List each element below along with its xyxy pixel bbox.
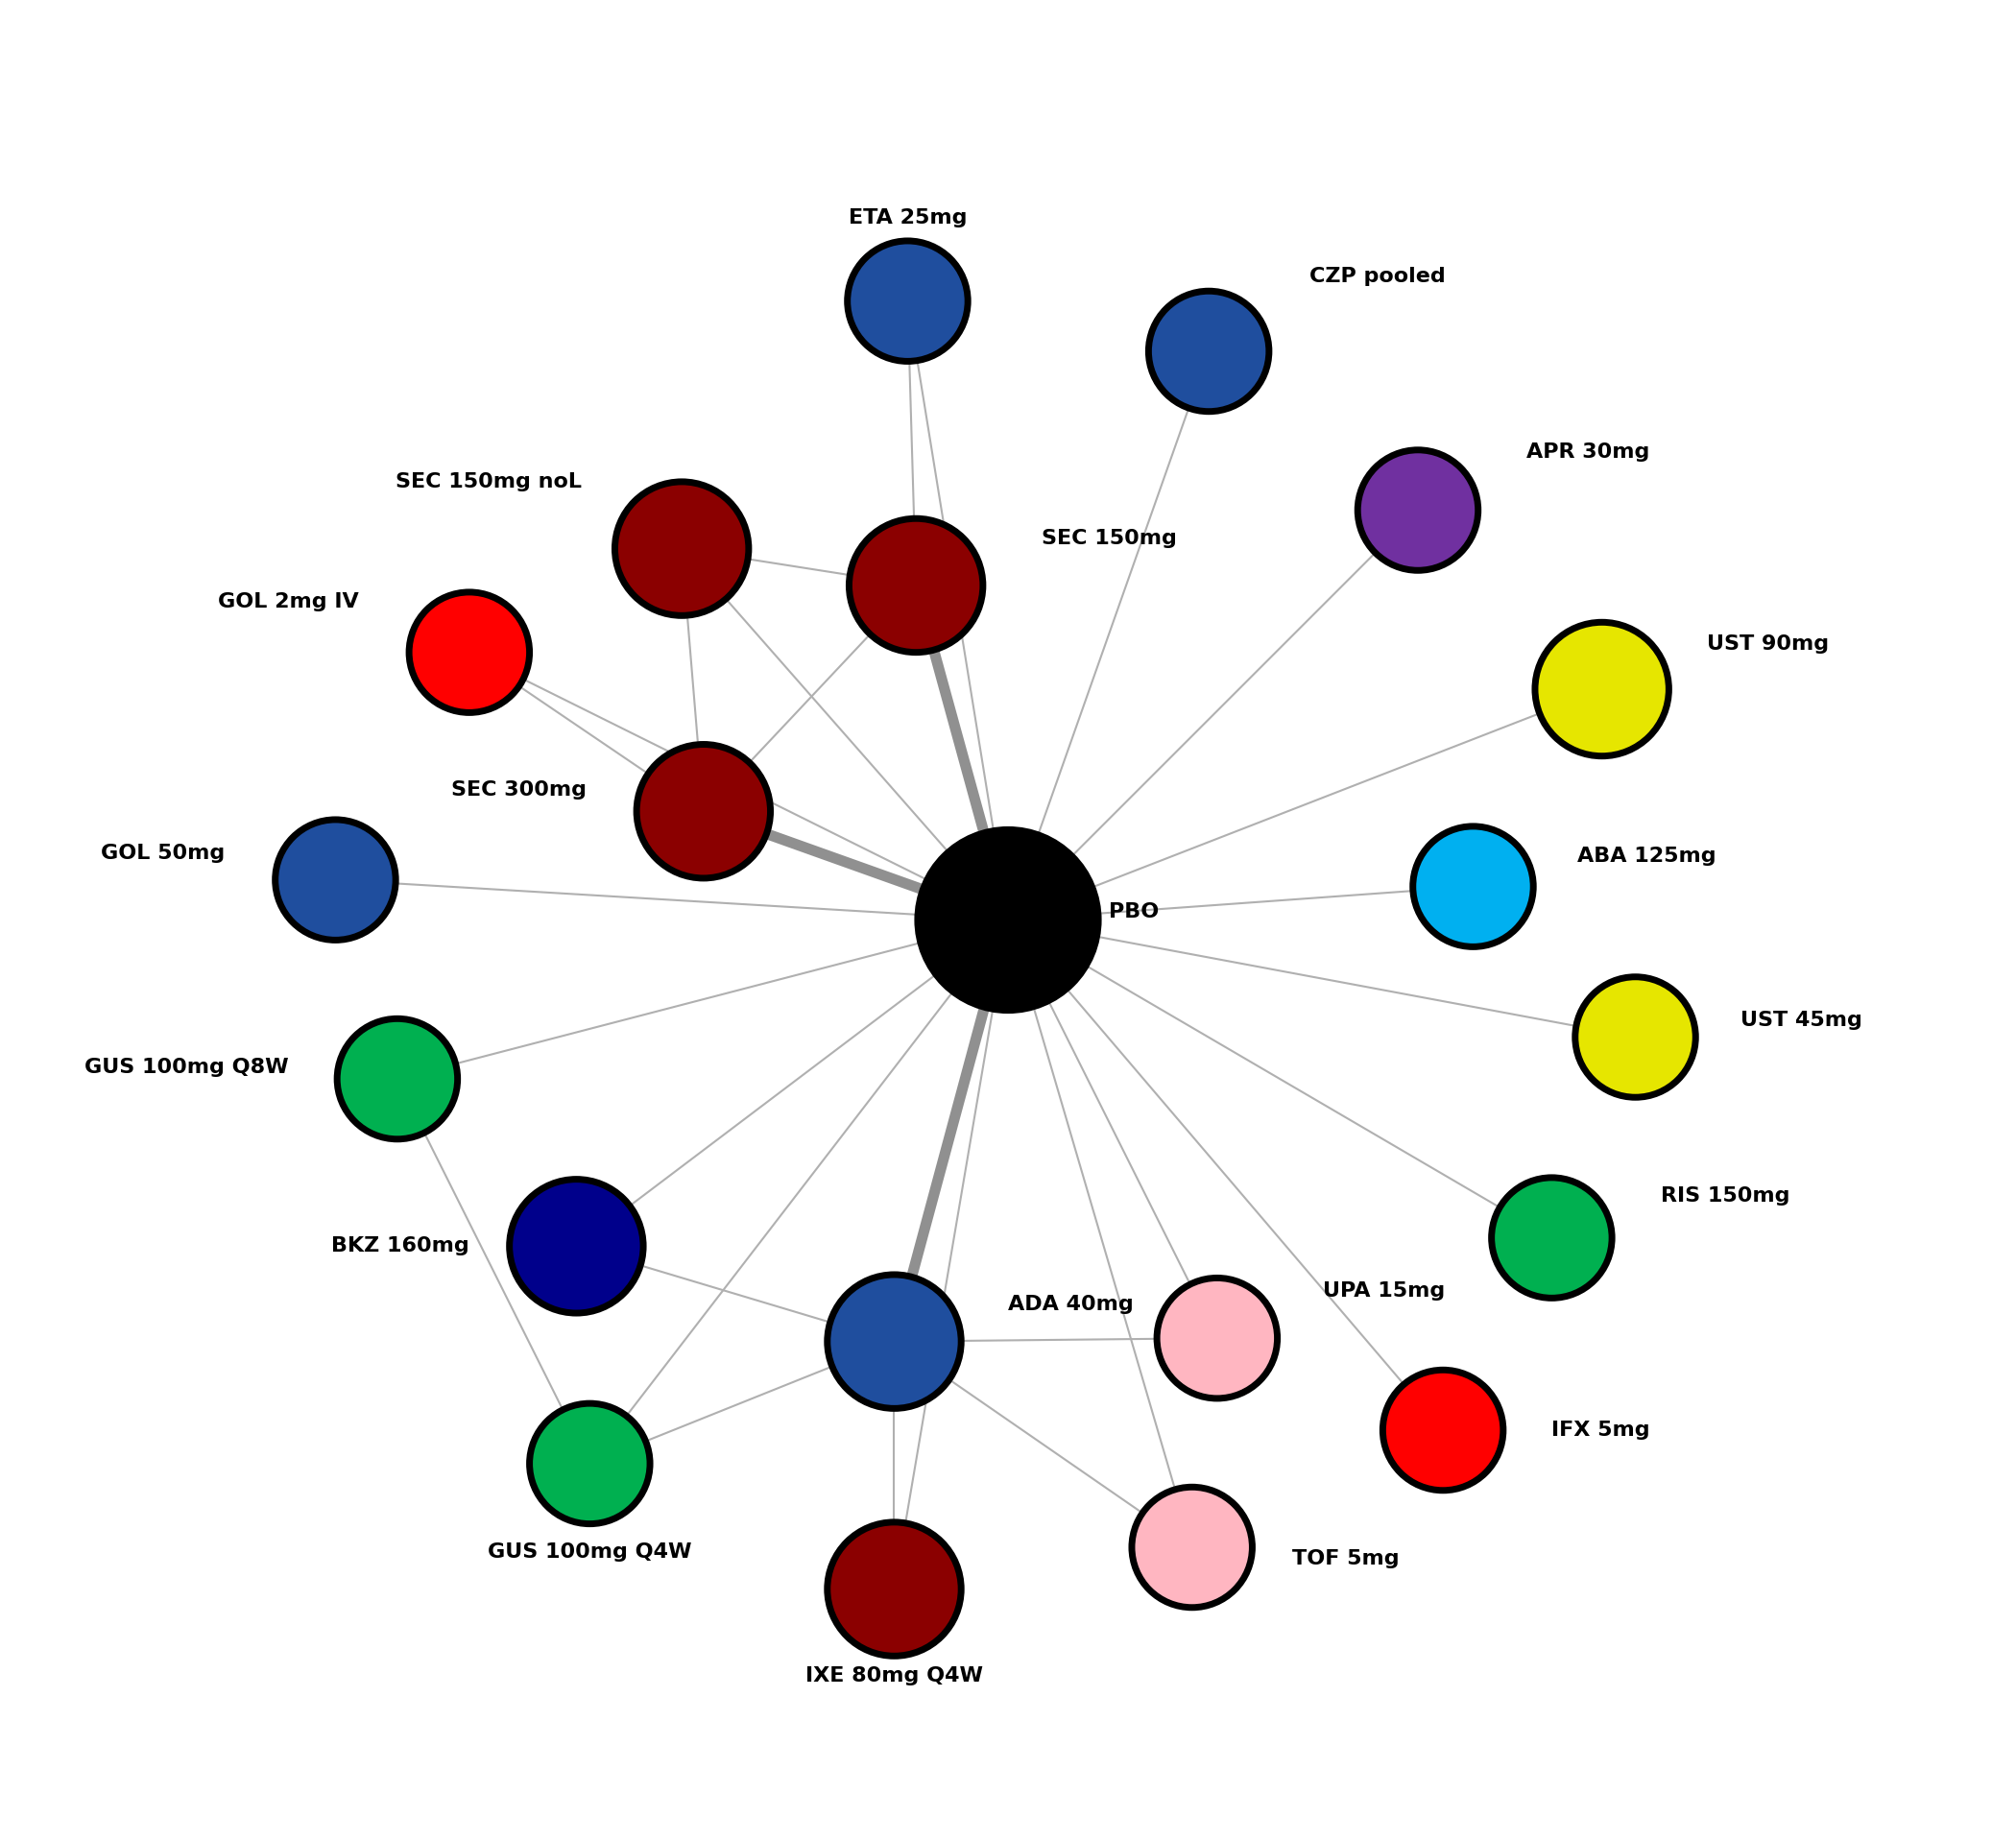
Circle shape [1409, 822, 1536, 949]
Circle shape [1579, 981, 1691, 1095]
Circle shape [405, 589, 532, 716]
Circle shape [335, 1016, 462, 1143]
Text: GUS 100mg Q8W: GUS 100mg Q8W [85, 1058, 288, 1076]
Text: ETA 25mg: ETA 25mg [849, 208, 968, 226]
Text: UST 90mg: UST 90mg [1708, 635, 1829, 653]
Circle shape [611, 478, 752, 618]
Circle shape [1488, 1174, 1615, 1301]
Circle shape [413, 596, 526, 708]
Circle shape [278, 822, 393, 937]
Circle shape [1387, 1373, 1500, 1487]
Text: TOF 5mg: TOF 5mg [1292, 1549, 1399, 1568]
Circle shape [619, 486, 746, 613]
Text: SEC 150mg noL: SEC 150mg noL [395, 473, 581, 491]
Circle shape [831, 1525, 958, 1652]
Circle shape [1538, 626, 1665, 753]
Text: IXE 80mg Q4W: IXE 80mg Q4W [806, 1667, 984, 1685]
Text: IFX 5mg: IFX 5mg [1552, 1420, 1651, 1439]
Text: PBO: PBO [1109, 902, 1159, 922]
Circle shape [1361, 453, 1476, 567]
Text: GUS 100mg Q4W: GUS 100mg Q4W [488, 1542, 691, 1562]
Circle shape [532, 1408, 647, 1520]
Text: RIS 150mg: RIS 150mg [1661, 1187, 1790, 1205]
Circle shape [825, 1518, 964, 1660]
Circle shape [633, 742, 774, 881]
Circle shape [847, 515, 986, 655]
Circle shape [1494, 1181, 1609, 1295]
Text: APR 30mg: APR 30mg [1526, 442, 1649, 462]
Circle shape [853, 523, 980, 650]
Text: CZP pooled: CZP pooled [1308, 267, 1445, 285]
Circle shape [512, 1183, 639, 1310]
Circle shape [639, 747, 766, 874]
Circle shape [1145, 287, 1272, 414]
Circle shape [831, 1279, 958, 1406]
Circle shape [526, 1400, 653, 1527]
Circle shape [1151, 294, 1266, 408]
Text: UST 45mg: UST 45mg [1740, 1010, 1863, 1030]
Circle shape [825, 1271, 964, 1411]
Text: BKZ 160mg: BKZ 160mg [331, 1236, 470, 1255]
Circle shape [845, 237, 972, 364]
Circle shape [1355, 447, 1482, 574]
Circle shape [506, 1176, 647, 1316]
Circle shape [1135, 1490, 1250, 1604]
Text: GOL 2mg IV: GOL 2mg IV [218, 592, 359, 611]
Text: UPA 15mg: UPA 15mg [1322, 1282, 1445, 1301]
Text: ADA 40mg: ADA 40mg [1008, 1295, 1133, 1314]
Text: SEC 300mg: SEC 300mg [452, 780, 587, 799]
Circle shape [1415, 830, 1530, 944]
Text: ABA 125mg: ABA 125mg [1577, 846, 1716, 867]
Circle shape [1532, 618, 1671, 760]
Circle shape [851, 245, 964, 359]
Text: SEC 150mg: SEC 150mg [1042, 530, 1177, 548]
Circle shape [1379, 1367, 1506, 1494]
Circle shape [1153, 1275, 1280, 1402]
Circle shape [1161, 1281, 1274, 1395]
Circle shape [272, 817, 399, 944]
Circle shape [921, 834, 1095, 1006]
Text: GOL 50mg: GOL 50mg [101, 843, 226, 863]
Circle shape [1129, 1483, 1256, 1610]
Circle shape [915, 826, 1101, 1014]
Circle shape [1572, 973, 1699, 1100]
Circle shape [341, 1021, 454, 1135]
